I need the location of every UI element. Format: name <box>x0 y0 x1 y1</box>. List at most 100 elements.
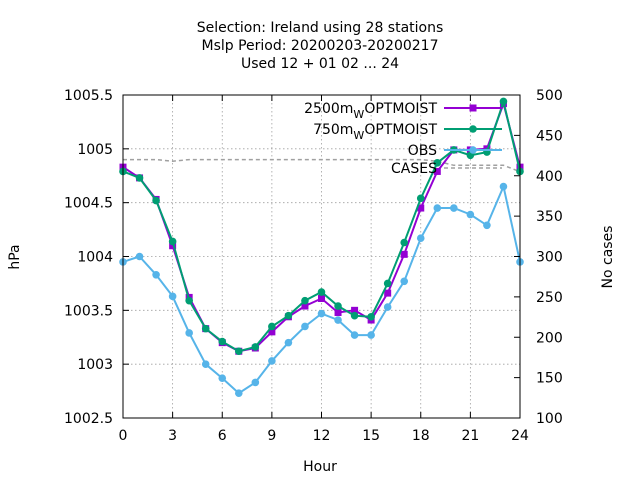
grid <box>123 95 520 418</box>
y2-tick-label: 200 <box>536 330 563 346</box>
data-point <box>185 296 193 305</box>
data-point <box>350 311 359 320</box>
legend-marker <box>469 104 477 112</box>
series-obs <box>119 182 524 398</box>
legend-name: OBS <box>408 143 437 159</box>
data-point <box>152 271 160 279</box>
data-point <box>367 331 375 339</box>
data-point <box>384 289 392 297</box>
data-point <box>317 309 326 318</box>
legend-name: 750m <box>313 122 353 138</box>
data-point <box>400 238 409 247</box>
legend-marker <box>469 125 477 133</box>
data-point <box>135 174 144 182</box>
data-point <box>234 389 243 398</box>
data-point <box>351 306 359 314</box>
legend-label: CASES <box>391 161 437 177</box>
data-point <box>135 252 144 261</box>
data-point <box>268 357 276 365</box>
y-tick-label: 1005 <box>77 142 113 158</box>
data-point <box>318 294 325 302</box>
series-line <box>123 158 521 173</box>
title-line: Selection: Ireland using 28 stations <box>197 20 444 36</box>
x-axis-label: Hour <box>303 459 337 475</box>
data-point <box>416 234 425 242</box>
y-tick-label: 1003 <box>77 357 113 373</box>
data-point <box>268 322 276 331</box>
x-tick-label: 24 <box>511 428 529 444</box>
data-point <box>301 302 309 310</box>
data-point <box>168 237 177 246</box>
data-point <box>234 347 243 356</box>
chart-title: Selection: Ireland using 28 stations Mslp… <box>197 20 444 72</box>
x-tick-label: 3 <box>168 428 177 444</box>
data-point <box>416 194 425 203</box>
y2-tick-label: 100 <box>536 411 563 427</box>
data-point <box>317 288 326 296</box>
x-tick-label: 0 <box>119 428 128 444</box>
y-tick-label: 1003.5 <box>64 303 113 319</box>
data-point <box>433 167 441 175</box>
title-line: Mslp Period: 20200203-20200217 <box>202 38 439 54</box>
data-point <box>433 204 442 212</box>
y2-tick-label: 250 <box>536 290 563 306</box>
y2-tick-label: 300 <box>536 250 563 266</box>
data-point <box>433 159 442 167</box>
data-point <box>185 329 193 337</box>
data-point <box>284 338 293 347</box>
legend-subscript: W <box>353 129 364 142</box>
data-point <box>201 324 210 333</box>
data-point <box>499 97 508 106</box>
data-point <box>383 303 392 311</box>
title-line: Used 12 + 01 02 ... 24 <box>241 56 399 72</box>
data-point <box>218 374 227 382</box>
data-point <box>417 204 425 212</box>
legend-subscript: W <box>353 108 364 121</box>
y2-tick-label: 450 <box>536 128 563 144</box>
y-tick-label: 1004 <box>77 250 113 266</box>
legend-marker <box>469 146 477 154</box>
data-point <box>201 360 210 368</box>
data-point <box>284 311 293 320</box>
x-tick-label: 21 <box>461 428 479 444</box>
data-point <box>334 308 342 316</box>
y2-tick-label: 400 <box>536 169 563 185</box>
data-point <box>334 316 342 324</box>
y2-tick-label: 500 <box>536 88 563 104</box>
data-point <box>383 279 392 288</box>
x-tick-label: 6 <box>218 428 227 444</box>
legend-name: 2500m <box>304 101 353 117</box>
y2-axis-label: No cases <box>600 226 616 289</box>
legend-suffix: OPTMOIST <box>364 122 437 138</box>
data-point <box>450 204 458 212</box>
y2-tick-label: 350 <box>536 209 563 225</box>
data-point <box>334 302 342 310</box>
legend-label: 2500mWOPTMOIST <box>304 101 437 121</box>
x-tick-label: 15 <box>362 428 380 444</box>
data-point <box>367 312 375 321</box>
data-point <box>152 196 160 205</box>
data-point <box>218 337 227 346</box>
y-tick-label: 1005.5 <box>64 88 113 104</box>
y2-tick-label: 150 <box>536 371 563 387</box>
x-tick-label: 12 <box>313 428 331 444</box>
data-point <box>350 331 359 339</box>
data-point <box>169 242 177 250</box>
legend-suffix: OPTMOIST <box>364 101 437 117</box>
y-axis-label: hPa <box>7 244 23 269</box>
x-tick-label: 9 <box>267 428 276 444</box>
series-cases <box>123 158 521 173</box>
y-tick-label: 1004.5 <box>64 196 113 212</box>
data-point <box>499 182 508 191</box>
ticks: 0 3 6 9 12 15 18 21 24 1002.5 1003 1003.5 1004 1004.5… <box>64 88 563 444</box>
data-point <box>301 296 309 305</box>
data-point <box>301 322 309 331</box>
data-point <box>466 210 475 219</box>
data-point <box>251 378 260 387</box>
y-tick-label: 1002.5 <box>64 411 113 427</box>
data-point <box>400 250 408 258</box>
x-tick-label: 18 <box>412 428 430 444</box>
data-point <box>168 292 177 301</box>
